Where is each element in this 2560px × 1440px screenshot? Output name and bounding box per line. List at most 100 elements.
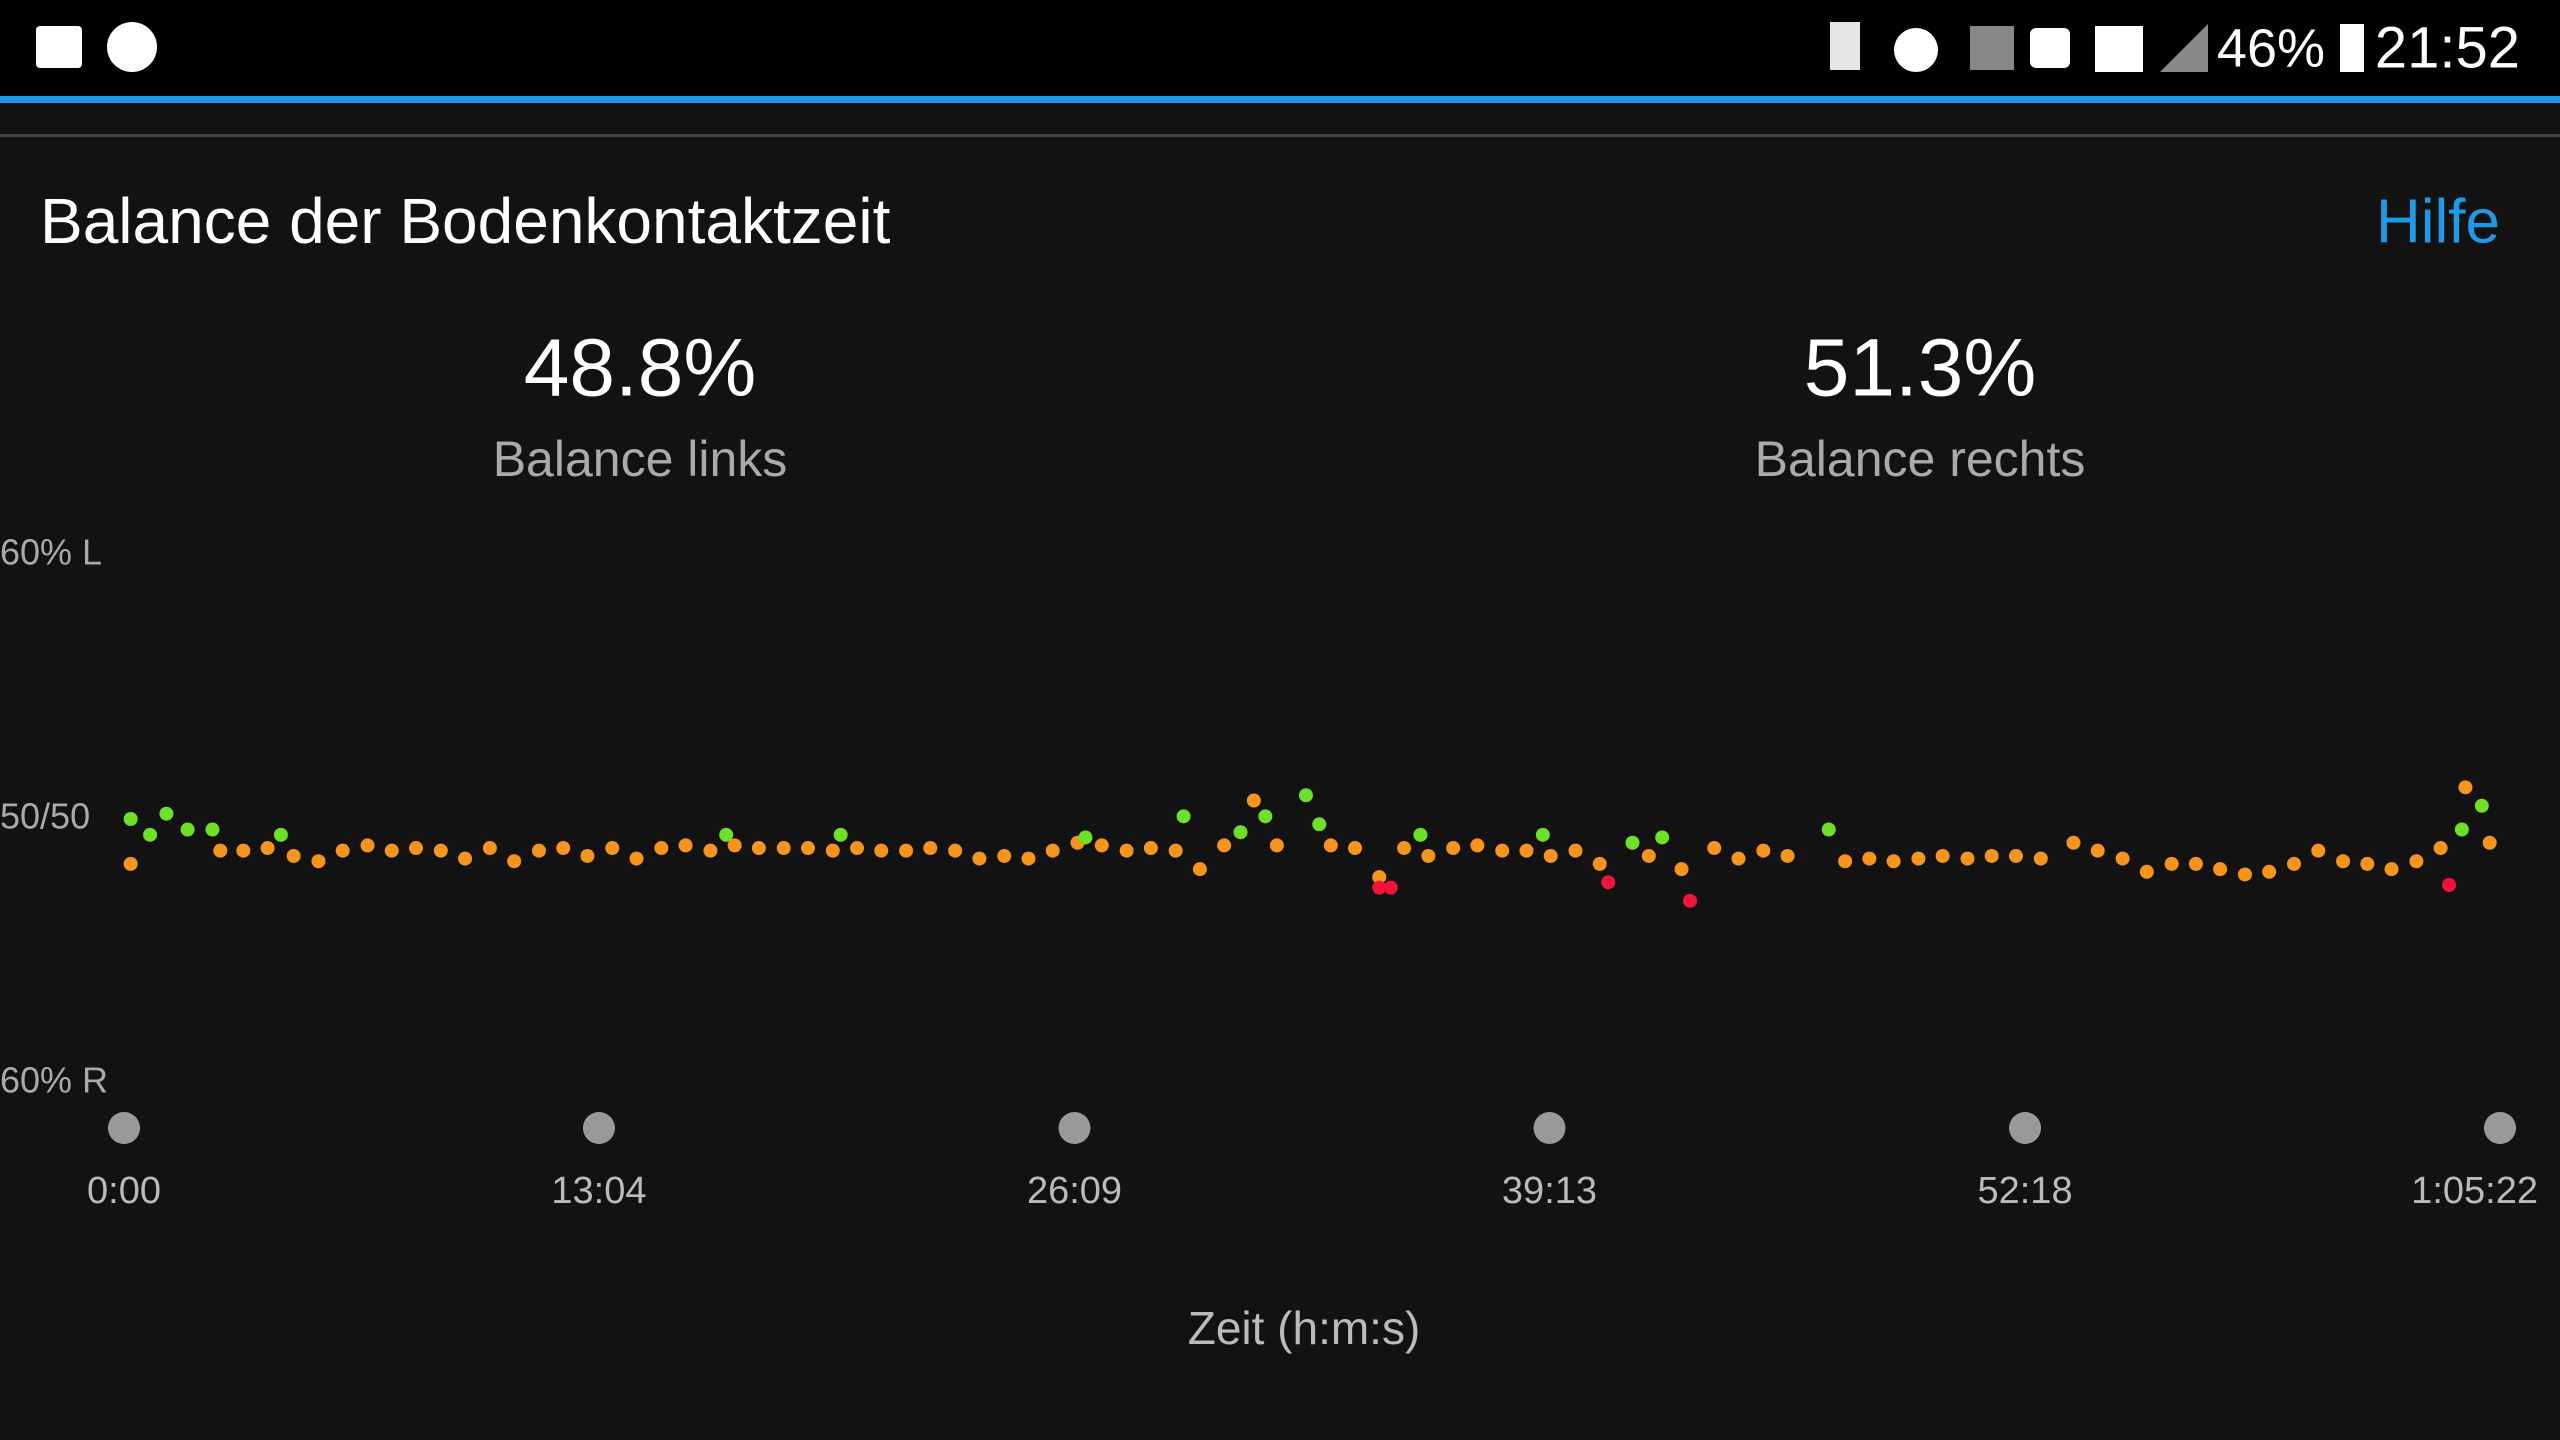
data-point	[384, 843, 399, 858]
data-point	[2188, 856, 2203, 871]
data-point	[1780, 848, 1795, 863]
clock: 21:52	[2375, 15, 2520, 80]
data-point	[1045, 843, 1060, 858]
data-point	[2139, 864, 2154, 879]
data-point	[213, 843, 228, 858]
data-point	[825, 843, 840, 858]
data-point	[1984, 848, 1999, 863]
data-point	[1192, 862, 1207, 877]
x-tick-label: 52:18	[1977, 1170, 2072, 1212]
data-point	[1348, 841, 1363, 856]
data-point	[458, 851, 473, 866]
x-tick-label: 0:00	[87, 1170, 161, 1212]
data-point	[923, 841, 938, 856]
signal-icon	[2095, 26, 2143, 72]
data-point	[776, 841, 791, 856]
data-point	[260, 841, 275, 856]
data-point	[2090, 843, 2105, 858]
y-tick-label: 60% L	[0, 532, 102, 573]
data-point	[1372, 870, 1387, 885]
data-point	[1397, 841, 1412, 856]
x-tick-dot	[2009, 1112, 2042, 1144]
help-link[interactable]: Hilfe	[2376, 187, 2500, 256]
data-point	[2066, 835, 2081, 850]
data-point	[143, 827, 158, 842]
data-point	[273, 827, 288, 842]
title: Balance der Bodenkontaktzeit	[40, 185, 891, 257]
stat-label: Balance rechts	[1755, 431, 2086, 487]
data-point	[850, 841, 865, 856]
data-point	[1094, 838, 1109, 853]
data-point	[1446, 841, 1461, 856]
data-point	[1641, 848, 1656, 863]
data-point	[703, 843, 718, 858]
gallery-icon	[36, 26, 82, 68]
stat-value: 51.3%	[1804, 323, 2037, 414]
bluetooth-icon	[1830, 22, 1860, 70]
data-point	[2311, 843, 2326, 858]
data-point	[2237, 867, 2252, 882]
x-tick-label: 26:09	[1027, 1170, 1122, 1212]
data-point	[2213, 862, 2228, 877]
data-point	[556, 841, 571, 856]
stat-value: 48.8%	[524, 323, 757, 414]
data-point	[997, 848, 1012, 863]
data-point	[2287, 856, 2302, 871]
data-point	[1683, 893, 1698, 908]
data-point	[1269, 838, 1284, 853]
x-tick-label: 1:05:22	[2411, 1170, 2538, 1212]
data-point	[1655, 830, 1670, 845]
data-point	[605, 841, 620, 856]
data-point	[1519, 843, 1534, 858]
data-point	[2033, 851, 2048, 866]
data-point	[1935, 848, 1950, 863]
data-point	[654, 841, 669, 856]
divider	[0, 134, 2560, 137]
data-point	[1535, 827, 1550, 842]
data-point	[159, 806, 174, 821]
data-point	[833, 827, 848, 842]
wifi-icon	[1970, 26, 2014, 70]
data-point	[2164, 856, 2179, 871]
data-point	[2433, 841, 2448, 856]
data-point	[1217, 838, 1232, 853]
data-point	[1495, 843, 1510, 858]
data-point	[286, 848, 301, 863]
data-point	[800, 841, 815, 856]
data-point	[727, 838, 742, 853]
x-axis-title: Zeit (h:m:s)	[1188, 1302, 1421, 1354]
data-point	[899, 843, 914, 858]
data-point	[2008, 848, 2023, 863]
data-point	[236, 843, 251, 858]
data-point	[1731, 851, 1746, 866]
progress-line	[0, 96, 2560, 103]
data-point	[1246, 793, 1261, 808]
data-point	[1886, 854, 1901, 869]
data-point	[2336, 854, 2351, 869]
data-point	[678, 838, 693, 853]
data-point	[1756, 843, 1771, 858]
status-bar	[0, 0, 2560, 96]
data-point	[1233, 825, 1248, 840]
data-point	[2262, 864, 2277, 879]
x-tick-dot	[1058, 1112, 1091, 1144]
data-point	[1143, 841, 1158, 856]
data-point	[1543, 848, 1558, 863]
data-point	[1119, 843, 1134, 858]
data-point	[2474, 798, 2489, 813]
data-point	[2454, 822, 2469, 837]
data-point	[1298, 788, 1313, 803]
data-point	[1601, 875, 1616, 890]
x-tick-dot	[2484, 1112, 2516, 1144]
data-point	[205, 822, 220, 837]
data-point	[1258, 809, 1273, 824]
data-point	[2360, 856, 2375, 871]
y-tick-label: 50/50	[0, 796, 90, 837]
data-point	[409, 841, 424, 856]
data-point	[123, 856, 138, 871]
y-tick-label: 60% R	[0, 1060, 108, 1101]
data-point	[1838, 854, 1853, 869]
data-point	[433, 843, 448, 858]
